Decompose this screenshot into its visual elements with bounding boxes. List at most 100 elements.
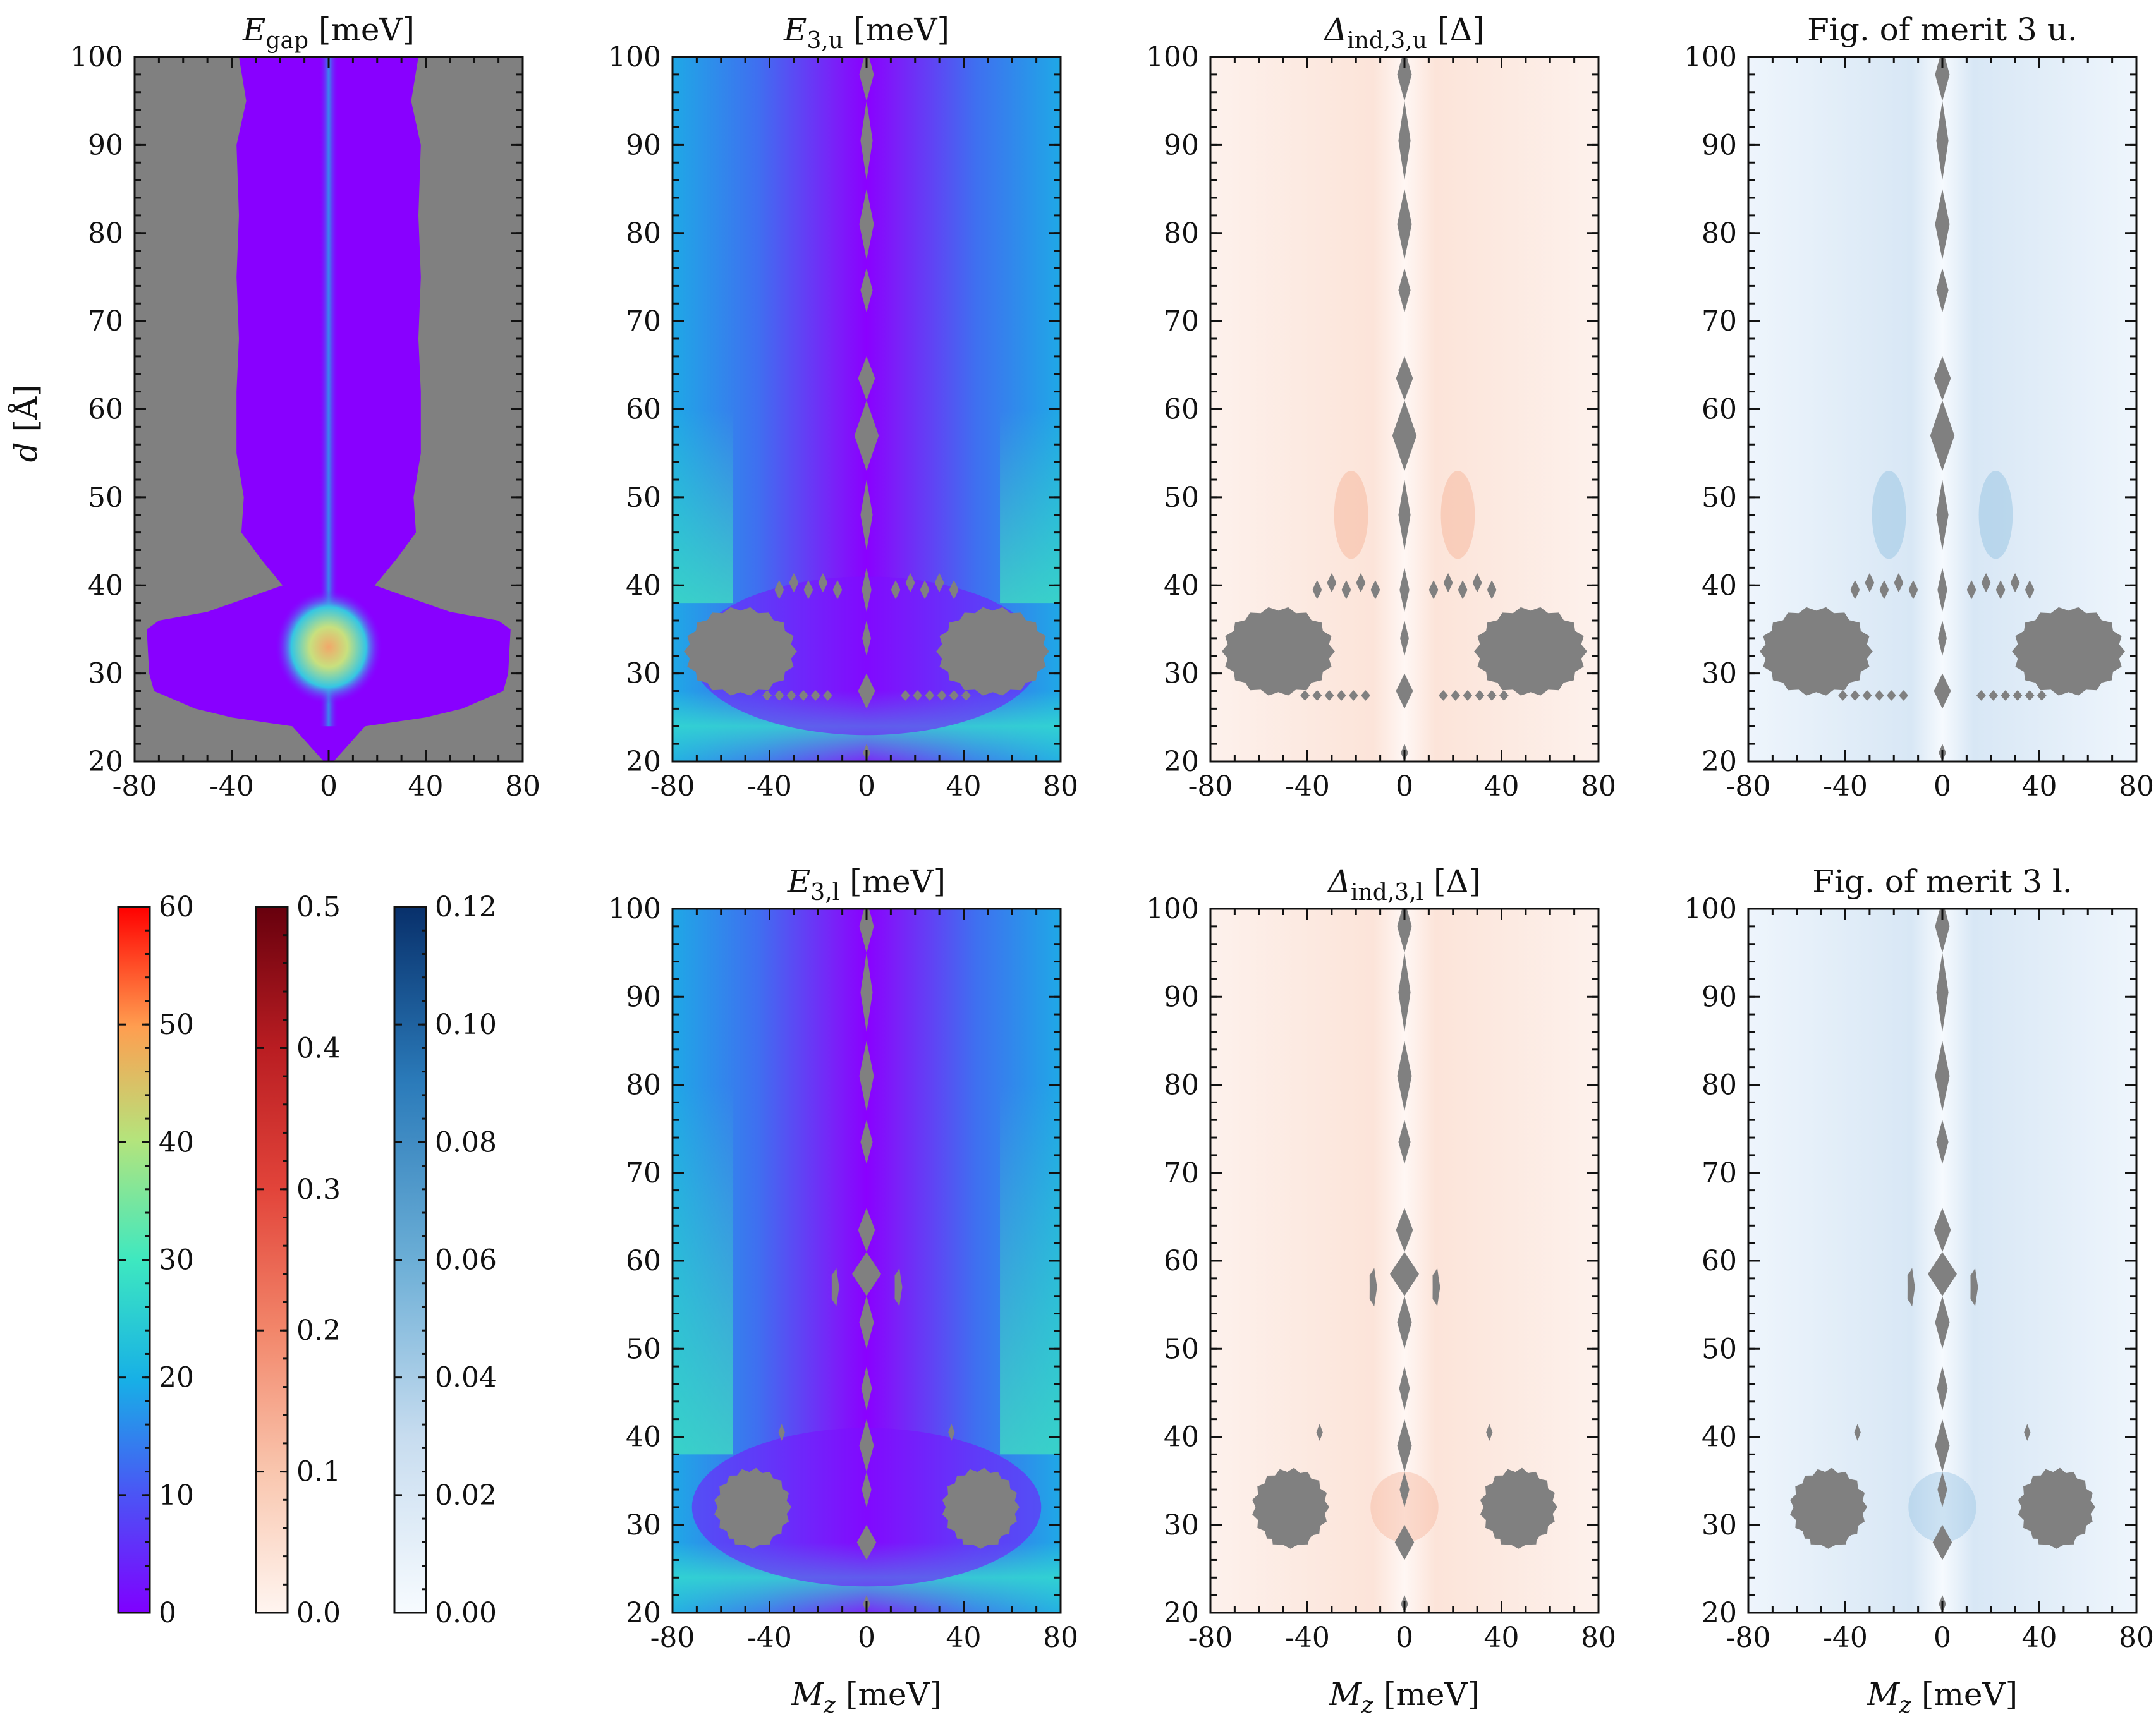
y-tick-label: 100 (70, 41, 123, 73)
y-tick-label: 50 (626, 482, 661, 514)
y-tick-label: 30 (626, 658, 661, 690)
y-tick-label: 90 (1164, 981, 1199, 1013)
y-tick-label: 60 (1702, 1245, 1737, 1277)
y-tick-label: 30 (626, 1509, 661, 1541)
y-tick-label: 100 (608, 893, 661, 925)
y-tick-label: 70 (1164, 1157, 1199, 1189)
panel-title: Δind,3,l [Δ] (1327, 863, 1481, 906)
x-tick-label: -80 (1726, 1622, 1771, 1654)
y-tick-label: 80 (1702, 1069, 1737, 1102)
x-tick-label: -80 (650, 770, 695, 803)
y-tick-label: 80 (88, 217, 123, 250)
colorbar-tick-label: 0.06 (435, 1244, 497, 1277)
y-tick-label: 90 (88, 129, 123, 161)
x-tick-label: 0 (858, 770, 875, 803)
x-tick-label: 0 (320, 770, 338, 803)
panel-title: Fig. of merit 3 u. (1807, 11, 2078, 48)
x-tick-label: 80 (1581, 770, 1616, 803)
x-tick-label: -40 (1285, 770, 1330, 803)
y-tick-label: 100 (1146, 41, 1199, 73)
y-axis-label: d [Å] (7, 384, 44, 462)
x-tick-label: 40 (408, 770, 444, 803)
y-tick-label: 50 (1702, 482, 1737, 514)
x-tick-label: -40 (1823, 1622, 1868, 1654)
colorbar-tick-label: 0.0 (296, 1597, 341, 1629)
y-tick-label: 80 (626, 217, 661, 250)
colorbar-tick-label: 0.10 (435, 1009, 497, 1041)
y-tick-label: 40 (626, 1421, 661, 1454)
colorbar-tick-label: 0.08 (435, 1126, 497, 1158)
heatmap-image (1210, 57, 1599, 762)
y-tick-label: 40 (1702, 569, 1737, 602)
colorbar-tick-label: 50 (159, 1009, 194, 1041)
colorbar-reds: 0.0 0.1 0.2 0.3 0.4 0.5 (255, 891, 341, 1629)
y-tick-label: 30 (1164, 1509, 1199, 1541)
x-tick-label: 80 (1043, 1622, 1078, 1654)
panel-title: E3,u [meV] (783, 11, 949, 54)
colorbar-tick-label: 10 (159, 1479, 194, 1512)
y-tick-label: 100 (608, 41, 661, 73)
y-tick-label: 70 (1702, 1157, 1737, 1189)
x-axis-label: Mz [meV] (791, 1676, 942, 1718)
heatmap-panel-fom3l: -80 -40 0 40 80 20 30 40 50 60 70 80 90 100 Fig. of me… (1684, 863, 2154, 1718)
y-tick-label: 70 (1164, 305, 1199, 337)
x-tick-label: 0 (858, 1622, 875, 1654)
y-tick-label: 70 (1702, 305, 1737, 337)
colorbar-tick-label: 0.00 (435, 1597, 497, 1629)
y-tick-label: 20 (1702, 1597, 1737, 1629)
heatmap-image (1748, 909, 2136, 1613)
y-tick-label: 70 (88, 305, 123, 337)
y-tick-label: 40 (88, 569, 123, 602)
x-tick-label: -40 (747, 770, 792, 803)
x-tick-label: -40 (747, 1622, 792, 1654)
colorbar-tick-label: 0 (159, 1597, 176, 1629)
y-tick-label: 20 (1702, 746, 1737, 778)
x-tick-label: 40 (2022, 1622, 2057, 1654)
x-tick-label: 40 (946, 770, 982, 803)
y-tick-label: 20 (626, 746, 661, 778)
y-tick-label: 60 (88, 394, 123, 426)
y-tick-label: 90 (626, 981, 661, 1013)
x-axis-label: Mz [meV] (1867, 1676, 2018, 1718)
colorbar-tick-label: 60 (159, 891, 194, 923)
heatmap-image (673, 909, 1061, 1613)
colorbar-tick-label: 0.3 (296, 1174, 341, 1206)
y-tick-label: 90 (1702, 129, 1737, 161)
colorbar-gradient (256, 907, 288, 1613)
y-tick-label: 40 (1702, 1421, 1737, 1454)
y-tick-label: 90 (1702, 981, 1737, 1013)
x-tick-label: -80 (650, 1622, 695, 1654)
heatmap-image (673, 57, 1061, 762)
x-tick-label: 40 (1484, 1622, 1520, 1654)
x-tick-label: 0 (1396, 1622, 1413, 1654)
x-tick-label: 80 (2119, 1622, 2154, 1654)
x-tick-label: -80 (113, 770, 157, 803)
x-tick-label: -40 (1285, 1622, 1330, 1654)
y-tick-label: 40 (1164, 569, 1199, 602)
y-tick-label: 40 (1164, 1421, 1199, 1454)
heatmap-panel-e3l: -80 -40 0 40 80 20 30 40 50 60 70 80 90 100 E3,l [meV]… (608, 863, 1078, 1718)
colorbar-tick-label: 0.04 (435, 1362, 497, 1394)
y-tick-label: 80 (1702, 217, 1737, 250)
y-tick-label: 50 (1164, 482, 1199, 514)
heatmap-panel-e3u: -80 -40 0 40 80 20 30 40 50 60 70 80 90 100 E3,u [meV] (608, 11, 1078, 803)
x-tick-label: -40 (1823, 770, 1868, 803)
x-tick-label: -80 (1188, 1622, 1233, 1654)
y-tick-label: 20 (88, 746, 123, 778)
y-tick-label: 90 (1164, 129, 1199, 161)
colorbar-tick-label: 0.1 (296, 1456, 341, 1488)
x-tick-label: 0 (1934, 1622, 1951, 1654)
y-tick-label: 80 (626, 1069, 661, 1102)
colorbar-tick-label: 40 (159, 1126, 194, 1158)
x-tick-label: 80 (505, 770, 540, 803)
colorbar-tick-label: 0.2 (296, 1314, 341, 1347)
panel-title: Fig. of merit 3 l. (1812, 863, 2072, 900)
heatmap-panel-fom3u: -80 -40 0 40 80 20 30 40 50 60 70 80 90 100 Fig. of me… (1684, 11, 2154, 803)
y-tick-label: 50 (1702, 1333, 1737, 1365)
y-tick-label: 60 (1164, 394, 1199, 426)
x-tick-label: 40 (2022, 770, 2057, 803)
heatmap-image (1748, 57, 2136, 762)
y-tick-label: 100 (1684, 893, 1737, 925)
colorbar-tick-label: 20 (159, 1362, 194, 1394)
